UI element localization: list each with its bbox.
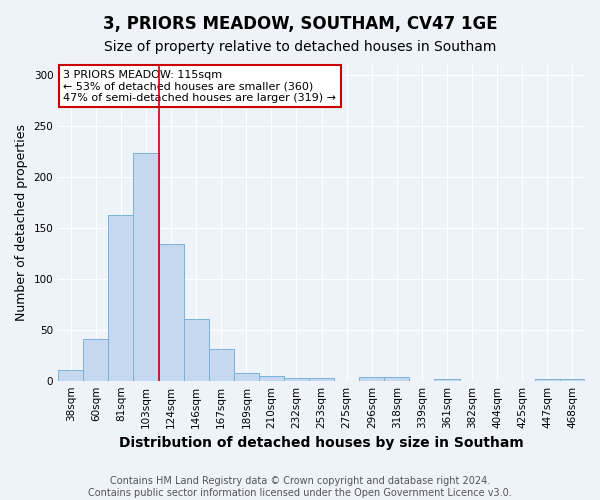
Bar [259, 376, 284, 380]
Bar [158, 244, 184, 380]
Bar [234, 372, 259, 380]
Y-axis label: Number of detached properties: Number of detached properties [15, 124, 28, 322]
Bar [535, 378, 560, 380]
Bar [83, 339, 109, 380]
Text: 3, PRIORS MEADOW, SOUTHAM, CV47 1GE: 3, PRIORS MEADOW, SOUTHAM, CV47 1GE [103, 15, 497, 33]
Text: Contains HM Land Registry data © Crown copyright and database right 2024.
Contai: Contains HM Land Registry data © Crown c… [88, 476, 512, 498]
Text: 3 PRIORS MEADOW: 115sqm
← 53% of detached houses are smaller (360)
47% of semi-d: 3 PRIORS MEADOW: 115sqm ← 53% of detache… [64, 70, 337, 103]
Bar [309, 378, 334, 380]
Bar [133, 152, 158, 380]
Bar [560, 378, 585, 380]
X-axis label: Distribution of detached houses by size in Southam: Distribution of detached houses by size … [119, 436, 524, 450]
Bar [58, 370, 83, 380]
Bar [209, 349, 234, 380]
Bar [109, 214, 133, 380]
Text: Size of property relative to detached houses in Southam: Size of property relative to detached ho… [104, 40, 496, 54]
Bar [385, 376, 409, 380]
Bar [184, 318, 209, 380]
Bar [434, 378, 460, 380]
Bar [284, 378, 309, 380]
Bar [359, 376, 385, 380]
